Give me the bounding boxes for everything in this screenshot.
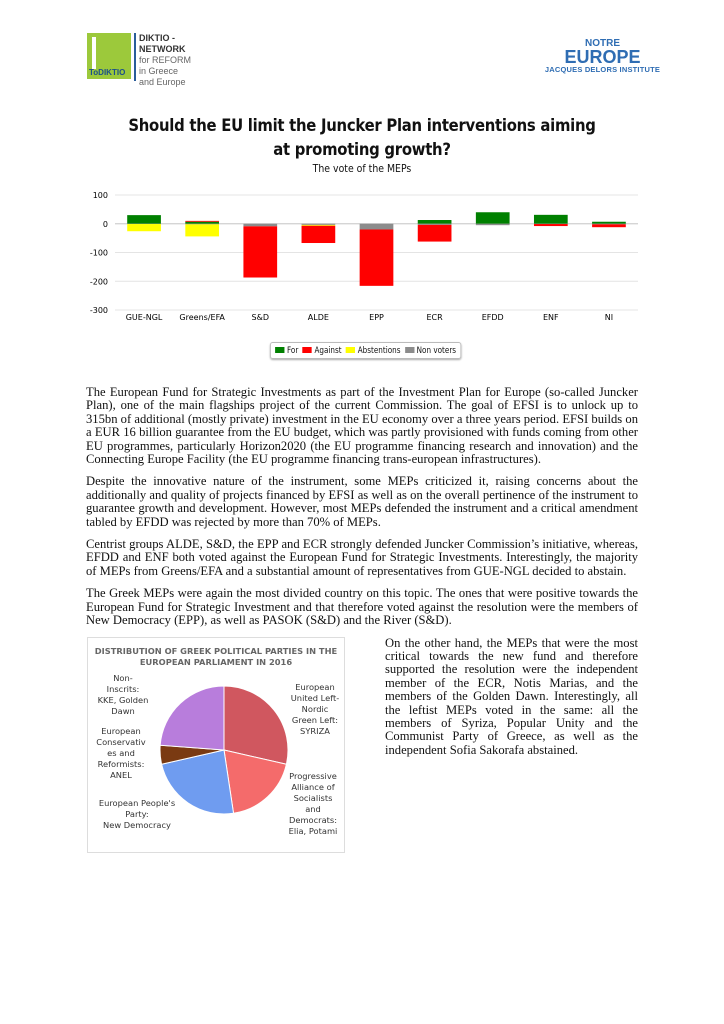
chart-title-line-1: Should the EU limit the Juncker Plan int… <box>128 116 596 135</box>
paragraph-critical-meps: On the other hand, the MEPs that were th… <box>385 635 638 757</box>
legend-item: Non voters <box>404 345 457 356</box>
x-tick-label: ECR <box>427 313 444 322</box>
legend-swatch <box>302 347 312 353</box>
y-tick-label: 0 <box>103 220 108 229</box>
legend-label: For <box>287 345 299 356</box>
bar-abstentions <box>127 224 161 232</box>
bar-non-voters <box>475 223 510 226</box>
bar-for <box>185 221 220 224</box>
pie-and-text-row: DISTRIBUTION OF GREEK POLITICAL PARTIES … <box>86 635 638 853</box>
legend-swatch <box>404 347 415 353</box>
pie-label: European United Left- Nordic Green Left: SYR… <box>290 681 340 736</box>
y-tick-label: -300 <box>90 306 108 315</box>
bar-against <box>359 229 394 286</box>
legend-label: Against <box>314 345 342 356</box>
y-tick-label: -100 <box>90 249 108 258</box>
pie-title: DISTRIBUTION OF GREEK POLITICAL PARTIES … <box>94 645 338 667</box>
legend-item: For <box>275 346 298 356</box>
bar-against <box>301 225 336 244</box>
legend-label: Abstentions <box>357 345 401 356</box>
bar-non-voters <box>592 223 626 225</box>
y-tick-label: -200 <box>90 277 108 286</box>
pie-label: European Conservativ es and Reformists: ANEL <box>96 725 146 780</box>
bar-abstentions <box>301 224 336 226</box>
pie-slice <box>223 684 289 765</box>
vote-bar-chart: 100 0 -100 -200 -300 GUE-NGL Greens/EFA S&D ALDE… <box>90 191 638 322</box>
chart-subtitle: The vote of the MEPs <box>312 162 412 175</box>
diktio-logo-mark: ToDIKTIO <box>87 33 131 79</box>
x-tick-label: GUE-NGL <box>126 313 163 322</box>
bar-non-voters <box>301 223 336 225</box>
bar-for <box>592 221 626 224</box>
bar-for <box>533 214 568 224</box>
bar-against <box>533 224 568 227</box>
bar-against <box>185 220 220 222</box>
x-tick-label: ENF <box>543 313 559 322</box>
paragraph-greek-meps: The Greek MEPs were again the most divid… <box>86 586 638 628</box>
x-tick-label: EFDD <box>482 313 504 322</box>
legend-swatch <box>275 347 285 353</box>
bar-for <box>127 215 161 224</box>
paragraph-criticism: Despite the innovative nature of the ins… <box>86 474 638 529</box>
x-tick-label: NI <box>605 313 613 322</box>
bar-for <box>417 220 452 224</box>
bar-for <box>475 212 510 224</box>
pie-label: European People's Party: New Democracy <box>98 797 176 830</box>
notre-europe-logo: NOTRE EUROPE JACQUES DELORS INSTITUTE <box>544 38 661 74</box>
legend-swatch <box>345 347 356 353</box>
paragraph-groups: Centrist groups ALDE, S&D, the EPP and E… <box>86 537 638 578</box>
pie-label: Progressive Alliance of Socialists and Democ… <box>288 770 338 836</box>
bar-against <box>592 224 626 228</box>
x-tick-label: Greens/EFA <box>179 313 225 322</box>
bar-non-voters <box>243 223 278 227</box>
legend-item: Abstentions <box>345 345 401 356</box>
pie-slice <box>223 748 287 814</box>
bar-non-voters <box>359 223 394 230</box>
bar-against <box>243 226 278 278</box>
bar-non-voters <box>417 223 452 225</box>
bar-non-voters <box>185 223 220 225</box>
bar-against <box>417 224 452 242</box>
pie-label: Non- Inscrits: KKE, Golden Dawn <box>97 672 149 716</box>
y-tick-label: 100 <box>93 191 108 200</box>
chart-title-line-2: at promoting growth? <box>273 140 451 159</box>
pie-slice <box>161 748 235 814</box>
pie-chart-box: DISTRIBUTION OF GREEK POLITICAL PARTIES … <box>87 636 345 853</box>
legend-item: Against <box>302 345 342 356</box>
x-tick-label: S&D <box>252 313 269 322</box>
x-tick-label: EPP <box>369 313 384 322</box>
greek-parties-pie <box>159 684 289 814</box>
pie-slice <box>159 684 225 751</box>
paragraph-efsi: The European Fund for Strategic Investme… <box>86 385 638 467</box>
body-text: The European Fund for Strategic Investme… <box>86 385 638 853</box>
bar-abstentions <box>185 224 220 237</box>
chart-legend: For Against Abstentions Non voters <box>270 342 462 359</box>
diktio-logo: ToDIKTIO DIKTIO - NETWORK for REFORM in … <box>87 33 192 87</box>
x-tick-label: ALDE <box>308 313 329 322</box>
legend-label: Non voters <box>416 345 457 356</box>
